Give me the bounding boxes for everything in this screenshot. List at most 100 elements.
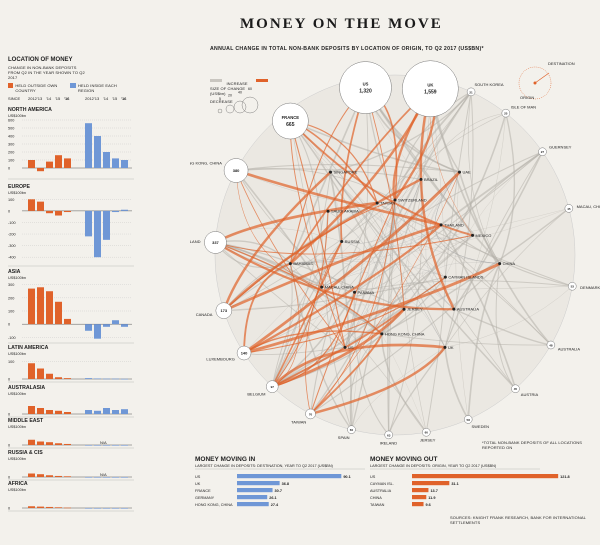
increase-link bbox=[467, 91, 500, 264]
y-tick-label: 300 bbox=[8, 143, 14, 147]
increase-link bbox=[455, 172, 469, 420]
decrease-link bbox=[243, 276, 446, 354]
legend-increase: INCREASE bbox=[226, 81, 248, 86]
bar-outside bbox=[37, 201, 44, 211]
node-circle bbox=[305, 408, 316, 420]
node-value: 337 bbox=[212, 240, 219, 245]
bar-inside bbox=[121, 508, 128, 509]
inner-node-label: PANAMA bbox=[358, 290, 375, 295]
node-label: HONG KONG, CHINA bbox=[190, 160, 222, 165]
region-unit: US$100bn bbox=[8, 392, 26, 396]
bar-outside bbox=[28, 288, 35, 325]
origin-label: ORIGIN bbox=[520, 95, 534, 100]
node-circle bbox=[538, 147, 547, 157]
node-circle bbox=[466, 87, 476, 97]
decrease-link bbox=[243, 171, 461, 355]
increase-link bbox=[421, 270, 454, 310]
region-unit: US$100bn bbox=[8, 457, 26, 461]
value-label: 13.7 bbox=[430, 489, 437, 493]
size-circle bbox=[241, 96, 259, 114]
bar-inside bbox=[85, 477, 92, 478]
region-title: AFRICA bbox=[8, 481, 28, 487]
node-value: 25 bbox=[504, 112, 508, 116]
y-tick-label: -200 bbox=[8, 233, 16, 237]
increase-link bbox=[310, 263, 501, 415]
y-tick-label: 0 bbox=[8, 413, 10, 417]
inner-node-label: JERSEY bbox=[407, 307, 423, 312]
y-tick-label: 0 bbox=[8, 167, 10, 171]
y-tick-label: 600 bbox=[8, 119, 14, 123]
increase-link bbox=[453, 308, 551, 346]
node-value: 48 bbox=[549, 343, 553, 347]
bar-outside bbox=[37, 474, 44, 477]
region-unit: US$100bn bbox=[8, 276, 26, 280]
category-label: GERMANY bbox=[195, 496, 215, 500]
increase-link bbox=[453, 151, 544, 310]
outer-node-jersey: 60 JERSEY bbox=[420, 428, 436, 443]
node-label: MACAU, CHINA bbox=[577, 204, 600, 209]
inner-node bbox=[471, 233, 475, 237]
bar-outside bbox=[28, 363, 35, 379]
node-label: BELGIUM bbox=[247, 391, 265, 396]
value-label: 31.1 bbox=[451, 482, 458, 486]
inner-node bbox=[320, 285, 324, 289]
inner-node bbox=[375, 201, 379, 205]
value-label: 11.9 bbox=[428, 496, 435, 500]
node-value: 173 bbox=[220, 308, 227, 313]
node-value: 97 bbox=[271, 385, 275, 389]
bar bbox=[237, 481, 280, 486]
bar-outside bbox=[37, 408, 44, 414]
y-tick-label: 0 bbox=[8, 476, 10, 480]
bar-outside bbox=[64, 412, 71, 414]
increase-link bbox=[344, 281, 373, 348]
outer-node-denmark: 53 DENMARK bbox=[568, 282, 600, 291]
year-label-outside: '15 bbox=[55, 96, 61, 101]
decrease-link bbox=[310, 346, 446, 416]
increase-link bbox=[381, 287, 405, 334]
decrease-link bbox=[289, 120, 346, 348]
inner-node-label: RUSSIA bbox=[345, 239, 360, 244]
node-value: 53 bbox=[571, 285, 575, 289]
increase-link bbox=[394, 199, 552, 346]
category-label: AUSTRALIA bbox=[370, 489, 392, 493]
bar-outside bbox=[37, 368, 44, 379]
bar-inside bbox=[85, 410, 92, 414]
inner-node-label: TAIWAN bbox=[380, 200, 395, 205]
increase-link bbox=[215, 242, 346, 348]
left-panel-header: LOCATION OF MONEY CHANGE IN NON-BANK DEP… bbox=[8, 57, 133, 93]
direction-circle bbox=[518, 66, 552, 100]
category-label: FRANCE bbox=[195, 489, 211, 493]
bar-inside bbox=[94, 445, 101, 446]
y-tick-label: 100 bbox=[8, 310, 14, 314]
bar-outside bbox=[64, 158, 71, 168]
network-legend: INCREASE DECREASE bbox=[210, 72, 290, 108]
increase-link bbox=[394, 91, 472, 201]
increase-link bbox=[271, 172, 331, 387]
bar-outside bbox=[28, 406, 35, 414]
node-label: IRELAND bbox=[380, 440, 397, 445]
increase-link bbox=[440, 224, 573, 287]
outer-node-guernsey: 27 GUERNSEY bbox=[538, 145, 572, 157]
inner-node-label: SWITZERLAND bbox=[398, 198, 427, 203]
inner-node bbox=[402, 307, 406, 311]
bar-outside bbox=[46, 161, 53, 168]
decrease-link bbox=[310, 172, 460, 415]
node-circle bbox=[463, 415, 473, 424]
bar-outside bbox=[64, 443, 71, 445]
node-label: UK bbox=[427, 83, 433, 88]
bar-inside bbox=[94, 324, 101, 339]
category-label: US bbox=[195, 475, 201, 479]
bar-outside bbox=[55, 410, 62, 414]
year-label-outside: '13 bbox=[37, 96, 43, 101]
increase-link bbox=[444, 286, 573, 348]
increase-link bbox=[381, 333, 427, 433]
bar-inside bbox=[112, 410, 119, 414]
